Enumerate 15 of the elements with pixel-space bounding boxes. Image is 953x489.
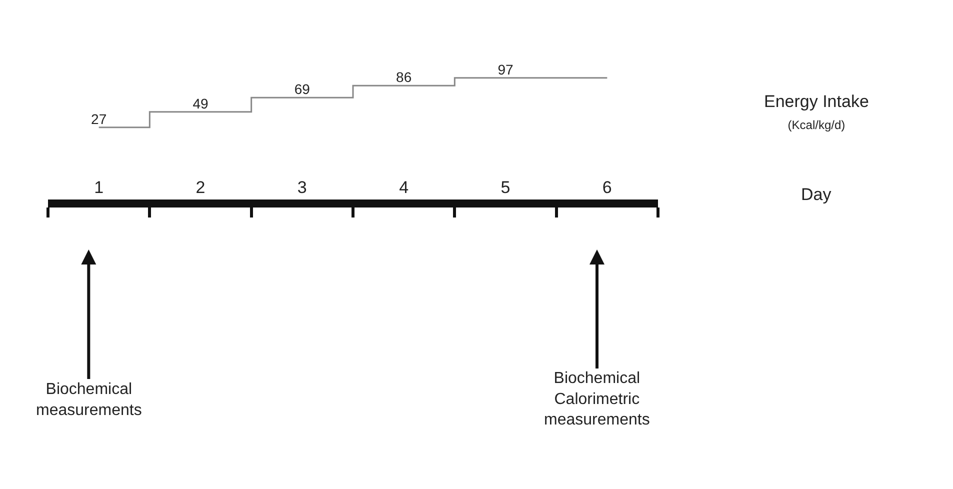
- x-tick-label: 4: [399, 178, 409, 197]
- text: Day: [801, 185, 832, 204]
- data-label: 69: [294, 81, 310, 98]
- text: Energy Intake (Kcal/kg/d): [764, 92, 869, 132]
- x-tick-label: 3: [297, 178, 307, 197]
- x-tick-label: 5: [500, 178, 510, 197]
- text: Biochemical measurements: [36, 381, 142, 419]
- data-label: 97: [498, 61, 514, 78]
- x-tick-label: 1: [94, 178, 104, 197]
- data-label: 49: [192, 95, 208, 112]
- data-label: 27: [91, 110, 107, 127]
- text: Biochemical Calorimetric measurements: [544, 370, 650, 429]
- x-tick-label: 6: [602, 178, 612, 197]
- data-label: 86: [396, 69, 412, 86]
- x-tick-label: 2: [196, 178, 206, 197]
